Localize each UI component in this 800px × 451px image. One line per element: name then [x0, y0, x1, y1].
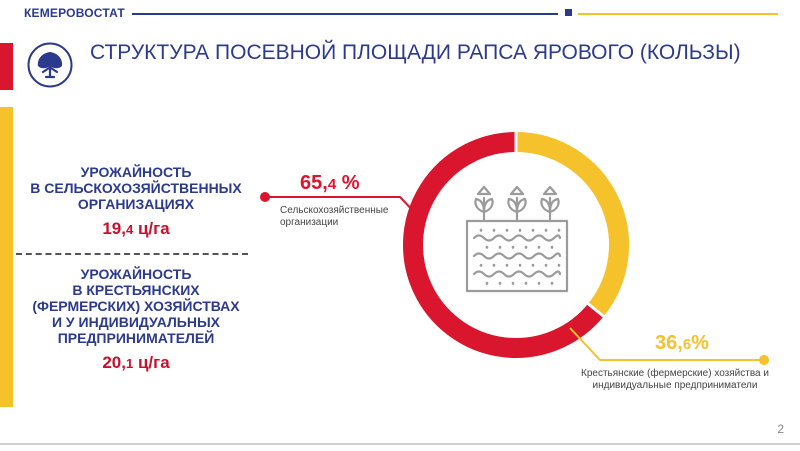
yield-label-line: (ФЕРМЕРСКИХ) ХОЗЯЙСТВАХ [32, 298, 240, 314]
brand-name: КЕМЕРОВОСТАТ [24, 6, 125, 20]
yield-label-line: В КРЕСТЬЯНСКИХ [72, 282, 200, 298]
leader-line-red [265, 196, 419, 217]
page-number: 2 [777, 422, 784, 436]
yield-label-line: И У ИНДИВИДУАЛЬНЫХ [51, 314, 221, 330]
slice-caption-farms: Крестьянские (фермерские) хозяйства и ин… [581, 368, 769, 391]
yield-block-farms: УРОЖАЙНОСТЬ В КРЕСТЬЯНСКИХ (ФЕРМЕРСКИХ) … [20, 266, 252, 373]
yield-value: 19,4 ц/га [102, 219, 170, 238]
tree-logo-icon [27, 42, 73, 88]
yield-label-line: ОРГАНИЗАЦИЯХ [77, 196, 195, 212]
leader-line-yellow [569, 327, 764, 361]
header-square [565, 9, 572, 16]
slice-caption-agri-orgs: Сельскохозяйственные организации [280, 205, 389, 228]
yield-label-line: В СЕЛЬСКОХОЗЯЙСТВЕННЫХ [30, 180, 242, 196]
slide-title: СТРУКТУРА ПОСЕВНОЙ ПЛОЩАДИ РАПСА ЯРОВОГО… [90, 41, 741, 64]
yield-label-line: УРОЖАЙНОСТЬ [80, 266, 192, 282]
pct-label-farms: 36,6% [655, 332, 709, 354]
donut-slices [403, 131, 629, 358]
donut-slice-1 [515, 132, 629, 317]
dashed-divider [16, 253, 248, 255]
footer-line [0, 443, 800, 445]
accent-bar-red [0, 43, 13, 90]
field-crop-icon [465, 185, 569, 293]
yield-label-line: ПРЕДПРИНИМАТЕЛЕЙ [57, 330, 215, 346]
yield-block-agri-orgs: УРОЖАЙНОСТЬ В СЕЛЬСКОХОЗЯЙСТВЕННЫХ ОРГАН… [20, 164, 252, 239]
leader-dot-red [260, 192, 270, 202]
yield-value: 20,1 ц/га [102, 353, 170, 372]
header-line-yellow [578, 13, 778, 15]
yield-label-line: УРОЖАЙНОСТЬ [80, 164, 192, 180]
leader-dot-yellow [759, 355, 769, 365]
pct-label-agri-orgs: 65,4 % [300, 172, 360, 194]
header-line-navy [132, 13, 558, 15]
donut-separator [586, 301, 606, 319]
accent-bar-yellow [0, 107, 13, 407]
donut-slice-0 [403, 132, 604, 358]
